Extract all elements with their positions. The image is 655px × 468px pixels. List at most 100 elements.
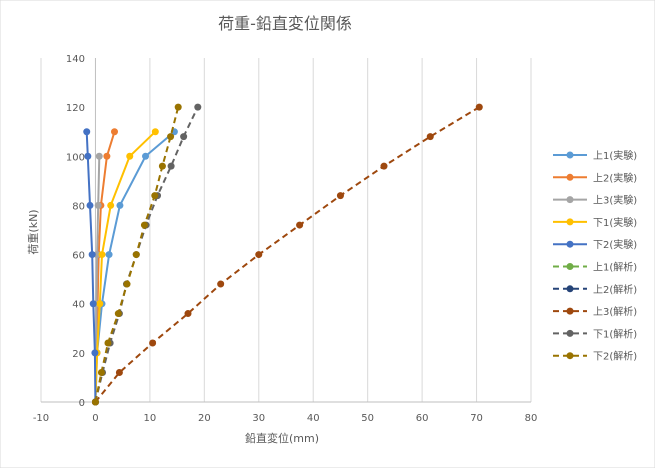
data-point	[174, 103, 182, 111]
legend-label: 上3(実験)	[593, 194, 637, 207]
legend-item: 上1(解析)	[553, 261, 637, 274]
legend-item: 上1(実験)	[553, 149, 637, 162]
data-point	[105, 251, 113, 259]
tick-labels: -10 0 10 20 30 40 50 60 70 80 0 20 40 60 80 100 120 140	[33, 54, 538, 424]
legend-marker	[566, 151, 574, 159]
legend-item: 上2(解析)	[553, 283, 637, 296]
data-point	[89, 300, 97, 308]
y-tick-label: 80	[72, 201, 85, 212]
x-tick-label: 60	[416, 413, 429, 424]
data-point	[86, 201, 94, 209]
x-tick-label: 20	[198, 413, 211, 424]
y-tick-label: 20	[72, 349, 85, 360]
data-point	[255, 251, 263, 259]
legend-label: 下2(解析)	[593, 350, 637, 363]
data-point	[84, 152, 92, 160]
data-point	[167, 133, 175, 141]
legend-marker	[566, 352, 574, 360]
legend-label: 上2(解析)	[593, 283, 637, 296]
legend-marker	[566, 307, 574, 315]
legend-item: 下1(実験)	[553, 216, 637, 229]
data-point	[115, 369, 123, 377]
legend-label: 下1(実験)	[593, 216, 637, 229]
data-point	[96, 300, 104, 308]
data-point	[336, 192, 344, 200]
data-point	[107, 201, 115, 209]
legend-label: 上1(実験)	[593, 149, 637, 162]
data-point	[475, 103, 483, 111]
y-tick-label: 100	[66, 152, 85, 163]
data-point	[132, 251, 140, 259]
data-point	[296, 221, 304, 229]
data-point	[126, 152, 134, 160]
legend-label: 上2(実験)	[593, 171, 637, 184]
legend-item: 下2(実験)	[553, 238, 637, 251]
x-tick-label: 40	[307, 413, 320, 424]
data-point	[123, 280, 131, 288]
data-point	[95, 152, 103, 160]
legend-item: 上3(実験)	[553, 194, 637, 207]
data-point	[217, 280, 225, 288]
y-tick-label: 140	[66, 54, 85, 65]
legend-marker	[566, 285, 574, 293]
x-tick-label: 50	[361, 413, 374, 424]
data-point	[194, 103, 202, 111]
series-group	[83, 103, 483, 406]
data-point	[97, 369, 105, 377]
x-tick-label: -10	[33, 413, 49, 424]
data-point	[98, 251, 106, 259]
x-tick-label: 30	[252, 413, 265, 424]
x-tick-label: 10	[144, 413, 157, 424]
data-point	[88, 251, 96, 259]
data-point	[91, 398, 99, 406]
legend-marker	[566, 218, 574, 226]
legend-marker	[566, 196, 574, 204]
legend-label: 上3(解析)	[593, 305, 637, 318]
data-point	[104, 339, 112, 347]
y-tick-label: 40	[72, 300, 85, 311]
x-tick-label: 0	[92, 413, 98, 424]
legend-marker	[566, 240, 574, 248]
legend-marker	[566, 329, 574, 337]
legend-item: 下2(解析)	[553, 350, 637, 363]
data-point	[94, 201, 102, 209]
data-point	[426, 133, 434, 141]
data-point	[149, 339, 157, 347]
legend-marker	[566, 173, 574, 181]
data-point	[151, 128, 159, 136]
data-point	[140, 221, 148, 229]
y-tick-label: 0	[79, 398, 85, 409]
data-point	[142, 152, 150, 160]
data-point	[93, 251, 101, 259]
y-tick-label: 120	[66, 103, 85, 114]
x-axis-label: 鉛直変位(mm)	[245, 431, 319, 445]
data-point	[111, 128, 118, 136]
legend-label: 下1(解析)	[593, 327, 637, 340]
legend-item: 上2(実験)	[553, 171, 637, 184]
legend: 上1(実験) 上2(実験) 上3(実験) 下1(実験) 下2(実験) 上1(解析) 上2(解…	[553, 149, 637, 363]
y-tick-label: 60	[72, 251, 85, 262]
x-tick-label: 70	[470, 413, 483, 424]
data-point	[91, 349, 99, 357]
data-point	[180, 133, 188, 141]
legend-label: 上1(解析)	[593, 261, 637, 274]
data-point	[116, 201, 124, 209]
data-point	[151, 192, 159, 200]
legend-item: 下1(解析)	[553, 327, 637, 340]
data-point	[380, 162, 388, 170]
data-point	[184, 310, 192, 318]
legend-item: 上3(解析)	[553, 305, 637, 318]
chart-title: 荷重-鉛直変位関係	[218, 14, 352, 33]
data-point	[114, 310, 122, 318]
y-axis-label: 荷重(kN)	[26, 209, 40, 254]
x-tick-label: 80	[525, 413, 538, 424]
grid-lines	[40, 58, 532, 402]
series-下2(解析)	[91, 103, 182, 406]
data-point	[103, 152, 111, 160]
legend-label: 下2(実験)	[593, 238, 637, 251]
data-point	[158, 162, 166, 170]
legend-marker	[566, 263, 574, 270]
